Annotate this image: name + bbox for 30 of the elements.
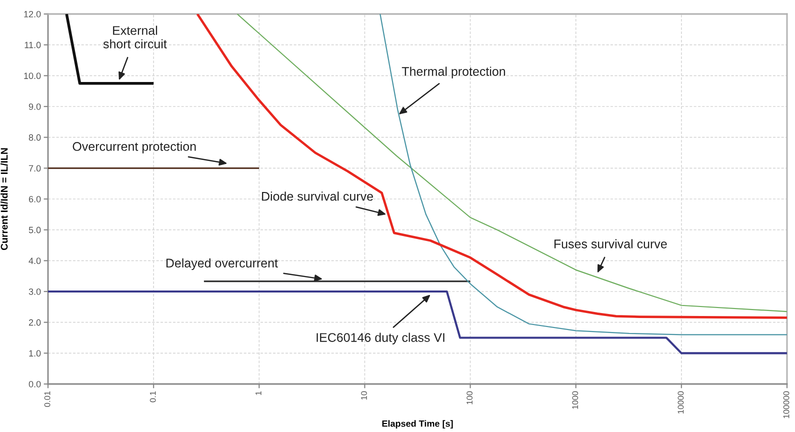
annotation: Fuses survival curve xyxy=(554,239,667,248)
x-tick-label: 0.1 xyxy=(150,391,156,402)
annotation: Thermal protection xyxy=(402,66,506,78)
x-tick-label: 100000 xyxy=(783,391,790,418)
annotation: Diode survival curve xyxy=(262,192,373,201)
y-tick-label: 1.0 xyxy=(29,350,41,357)
x-axis-title: Elapsed Time [s] xyxy=(382,420,453,429)
x-tick-label: 10 xyxy=(361,391,367,400)
y-tick-label: 7.0 xyxy=(28,165,41,172)
y-tick-label: 5.0 xyxy=(28,226,41,234)
y-tick-label: 8.0 xyxy=(28,134,41,141)
y-tick-label: 11.0 xyxy=(24,42,41,48)
y-tick-label: 2.0 xyxy=(28,319,41,326)
x-tick-label: 100 xyxy=(466,391,473,404)
x-tick-label: 0.01 xyxy=(44,391,50,407)
y-tick-label: 10.0 xyxy=(24,72,41,80)
y-tick-label: 3.0 xyxy=(28,288,41,295)
annotation: External short circuit xyxy=(103,26,167,48)
y-axis-title: Current Id/IdN = IL/ILN xyxy=(0,148,8,250)
annotation: Delayed overcurrent xyxy=(166,258,278,270)
x-tick-label: 1000 xyxy=(572,391,578,409)
y-tick-label: 9.0 xyxy=(28,103,41,110)
y-tick-label: 0.0 xyxy=(28,380,41,388)
x-tick-label: 10000 xyxy=(678,391,684,414)
y-tick-label: 6.0 xyxy=(28,196,41,202)
annotation: IEC60146 duty class VI xyxy=(316,332,444,344)
y-tick-label: 4.0 xyxy=(28,258,41,264)
y-tick-label: 12.0 xyxy=(24,10,41,18)
x-tick-label: 1 xyxy=(256,391,262,395)
annotation: Overcurrent protection xyxy=(72,142,196,154)
